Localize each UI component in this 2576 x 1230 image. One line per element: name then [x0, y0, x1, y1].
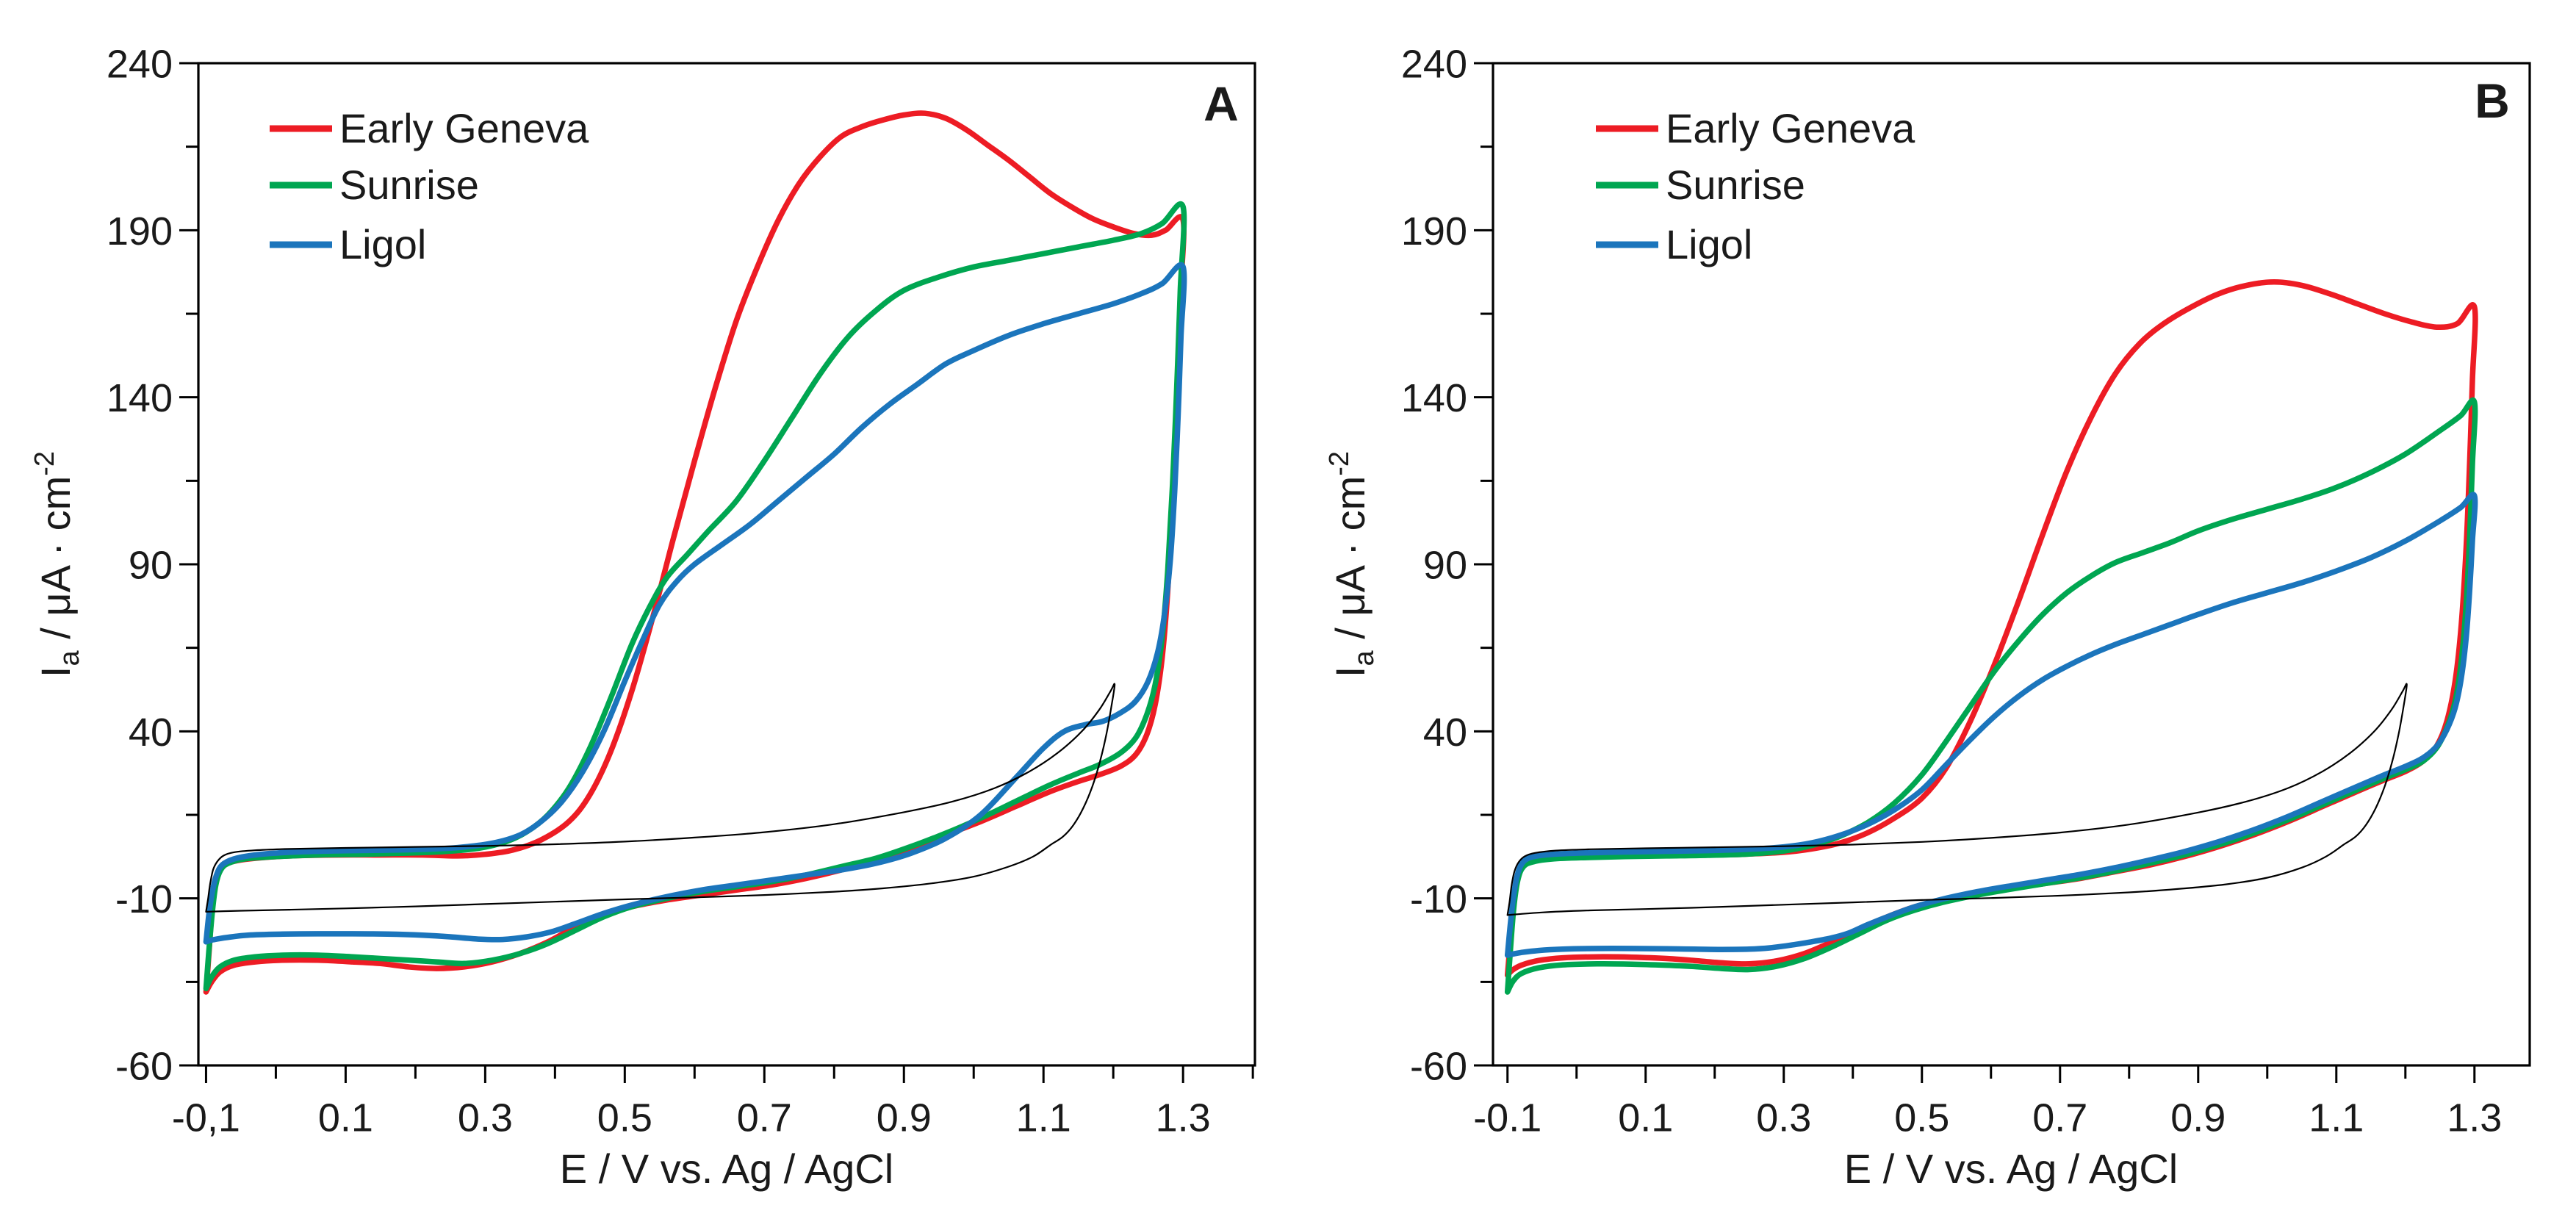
legend-item-sunrise: Sunrise — [1596, 162, 1805, 208]
y-tick-label: 190 — [107, 209, 173, 253]
y-axis-title: Ia / μA · cm-2 — [1324, 451, 1380, 677]
panel-a: -0,1 0.1 0.3 0.5 0.7 0.9 1.1 1.3 240 190 140 90 40 -1… — [29, 42, 1256, 1192]
x-tick-label: 0.1 — [1618, 1096, 1673, 1140]
series-blank-curve — [1506, 683, 2408, 916]
x-tick-label: 0.9 — [877, 1096, 932, 1140]
legend-item-early-geneva: Early Geneva — [1596, 105, 1915, 151]
x-tick-label: 1.3 — [2447, 1096, 2502, 1140]
y-tick-label: 40 — [1423, 711, 1467, 755]
x-tick-label: -0,1 — [172, 1096, 240, 1140]
legend-item-ligol: Ligol — [1596, 221, 1752, 267]
legend-label-ligol: Ligol — [1666, 221, 1752, 267]
x-tick-label: 1.1 — [2309, 1096, 2364, 1140]
panel-letter-a: A — [1204, 76, 1239, 131]
y-tick-label: 240 — [1401, 42, 1467, 86]
series-blank-curve — [205, 683, 1116, 913]
y-tick-label: -60 — [1410, 1044, 1467, 1088]
legend-item-ligol: Ligol — [270, 221, 426, 267]
x-tick-label: 0.5 — [1894, 1096, 1949, 1140]
x-tick-label: 1.1 — [1016, 1096, 1071, 1140]
y-tick-label: -60 — [115, 1044, 173, 1088]
x-tick-label: -0.1 — [1473, 1096, 1541, 1140]
x-axis-title: E / V vs. Ag / AgCl — [560, 1146, 893, 1192]
panel-b: -0.1 0.1 0.3 0.5 0.7 0.9 1.1 1.3 240 190 140 90 40 -1… — [1324, 42, 2531, 1192]
series-sunrise-curve — [1504, 398, 2478, 995]
x-tick-label: 0.3 — [458, 1096, 513, 1140]
y-tick-label: -10 — [115, 877, 173, 921]
x-tick-label: 1.3 — [1156, 1096, 1211, 1140]
x-tick-label: 0.1 — [318, 1096, 373, 1140]
y-tick-label: 90 — [129, 543, 173, 587]
series-early-geneva-curve — [1504, 279, 2478, 978]
plot-frame — [197, 62, 1256, 1067]
x-tick-label: 0.5 — [597, 1096, 652, 1140]
legend-label-sunrise: Sunrise — [1666, 162, 1805, 208]
panel-letter-b: B — [2475, 73, 2510, 128]
x-tick-label: 0.7 — [2032, 1096, 2087, 1140]
y-tick-label: 140 — [107, 376, 173, 420]
series-ligol-curve — [1504, 492, 2478, 958]
x-tick-label: 0.9 — [2170, 1096, 2226, 1140]
x-axis-title: E / V vs. Ag / AgCl — [1844, 1146, 2178, 1192]
y-tick-label: 190 — [1401, 209, 1467, 253]
axes: -0.1 0.1 0.3 0.5 0.7 0.9 1.1 1.3 240 190 140 90 40 -1… — [1324, 42, 2502, 1192]
legend-label-early-geneva: Early Geneva — [339, 105, 589, 151]
series-sunrise-curve — [203, 201, 1187, 992]
legend: Early Geneva Sunrise Ligol — [1596, 105, 1915, 267]
legend-label-early-geneva: Early Geneva — [1666, 105, 1915, 151]
y-tick-label: 90 — [1423, 543, 1467, 587]
legend-item-early-geneva: Early Geneva — [270, 105, 589, 151]
y-tick-label: 140 — [1401, 376, 1467, 420]
x-tick-label: 0.7 — [737, 1096, 792, 1140]
legend-item-sunrise: Sunrise — [270, 162, 479, 208]
legend-label-ligol: Ligol — [339, 221, 426, 267]
y-tick-label: -10 — [1410, 877, 1467, 921]
y-axis-title: Ia / μA · cm-2 — [29, 451, 85, 677]
y-tick-label: 240 — [107, 42, 173, 86]
x-tick-label: 0.3 — [1756, 1096, 1811, 1140]
series-ligol-curve — [203, 262, 1187, 945]
plot-frame — [1492, 62, 2531, 1067]
y-tick-label: 40 — [129, 711, 173, 755]
legend-label-sunrise: Sunrise — [339, 162, 479, 208]
legend: Early Geneva Sunrise Ligol — [270, 105, 589, 267]
axes: -0,1 0.1 0.3 0.5 0.7 0.9 1.1 1.3 240 190 140 90 40 -1… — [29, 42, 1254, 1192]
